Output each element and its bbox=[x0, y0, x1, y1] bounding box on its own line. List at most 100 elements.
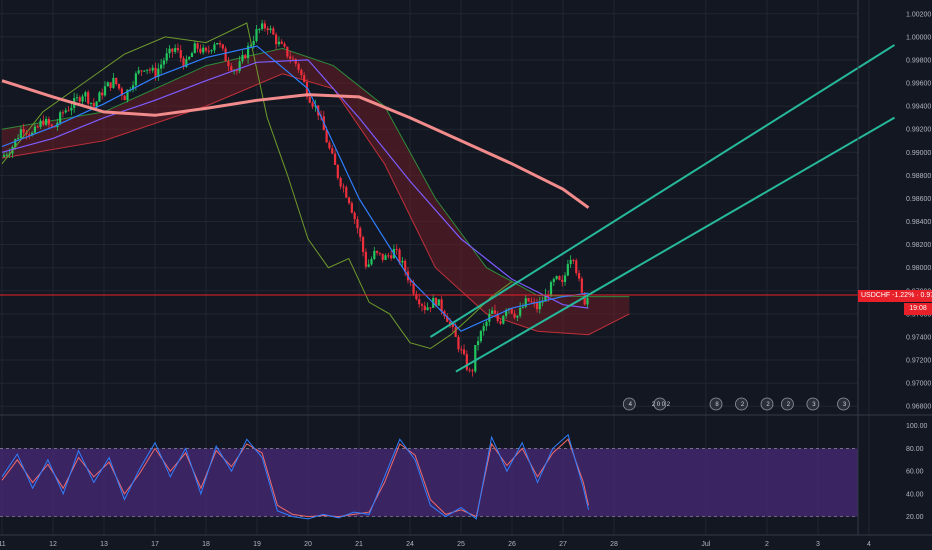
price-tick-label: 0.99600 bbox=[906, 81, 931, 88]
candle-body bbox=[291, 58, 295, 60]
candle-body bbox=[106, 82, 109, 87]
candle-body bbox=[145, 69, 149, 71]
candle-body bbox=[583, 292, 586, 305]
candle-body bbox=[84, 92, 87, 97]
candle-body bbox=[395, 248, 398, 250]
candle-body bbox=[221, 44, 224, 49]
time-axis[interactable]: 11 12 13 17 18 19 20 21 24 25 26 27 28 Jul 2 3 4 bbox=[0, 534, 932, 548]
candle-body bbox=[2, 154, 6, 157]
candle-body bbox=[476, 341, 480, 345]
candle-body bbox=[412, 282, 415, 294]
candle-body bbox=[246, 45, 250, 59]
candle-body bbox=[50, 124, 53, 127]
price-tick-label: 0.98200 bbox=[906, 242, 931, 249]
candle-body bbox=[277, 41, 281, 45]
candle-body bbox=[333, 153, 337, 165]
candle-body bbox=[361, 237, 365, 252]
candle-body bbox=[505, 309, 508, 316]
candle-body bbox=[78, 97, 81, 102]
candle-body bbox=[373, 250, 376, 259]
candle-body bbox=[241, 54, 244, 62]
candle-body bbox=[249, 45, 252, 47]
candle-body bbox=[266, 28, 269, 31]
candle-body bbox=[415, 293, 418, 300]
candle-body bbox=[117, 84, 121, 89]
event-marker: 2 bbox=[781, 397, 794, 411]
sma-mid-line bbox=[1, 59, 589, 309]
flag-icon bbox=[806, 397, 820, 411]
candle-body bbox=[345, 187, 348, 198]
time-tick-label: 21 bbox=[355, 541, 363, 548]
lagging-span-line bbox=[1, 22, 513, 350]
price-tick-label: 1.00200 bbox=[906, 11, 931, 18]
time-tick-label: 28 bbox=[610, 541, 618, 548]
stoch-tick-label: 80.00 bbox=[906, 446, 924, 453]
event-marker-label: 3 bbox=[843, 402, 847, 408]
candle-body bbox=[454, 326, 457, 337]
event-marker-label: 8 bbox=[715, 402, 719, 408]
candle-body bbox=[218, 43, 222, 45]
candle-body bbox=[244, 54, 247, 59]
stoch-tick-label: 60.00 bbox=[906, 469, 924, 476]
candle-body bbox=[535, 302, 539, 310]
flag-icon bbox=[781, 397, 794, 411]
candle-body bbox=[426, 307, 429, 311]
candle-body bbox=[460, 349, 463, 351]
candle-body bbox=[95, 101, 98, 107]
candle-body bbox=[555, 276, 558, 280]
price-tick-label: 0.97200 bbox=[906, 358, 931, 365]
candle-body bbox=[103, 86, 107, 96]
candle-body bbox=[45, 118, 48, 125]
sma-fast-line bbox=[1, 45, 589, 332]
candle-body bbox=[16, 137, 20, 139]
candle-body bbox=[378, 252, 382, 254]
candle-body bbox=[227, 61, 230, 67]
candle-body bbox=[328, 142, 331, 149]
stoch-tick-label: 20.00 bbox=[906, 514, 924, 521]
bar-countdown-label: 19:08 bbox=[904, 303, 932, 315]
price-tick-label: 0.99200 bbox=[906, 127, 931, 134]
event-marker-label: 2 0 0 2 bbox=[652, 402, 671, 408]
candle-body bbox=[168, 48, 171, 54]
candle-body bbox=[19, 129, 22, 138]
candle-body bbox=[255, 29, 258, 42]
candle-body bbox=[5, 154, 8, 156]
candle-body bbox=[207, 50, 210, 52]
candle-body bbox=[199, 48, 202, 53]
candle-body bbox=[134, 73, 137, 86]
candle-body bbox=[493, 310, 497, 314]
event-markers[interactable]: 4 2 0 0 2 8 2 2 2 3 3 bbox=[622, 397, 850, 411]
indicator-lines bbox=[0, 22, 858, 350]
time-tick-label: Jul bbox=[701, 541, 710, 548]
candle-body bbox=[39, 120, 42, 127]
candle-body bbox=[303, 75, 306, 83]
candle-body bbox=[286, 46, 289, 57]
candle-body bbox=[404, 260, 407, 272]
price-tick-label: 1.00000 bbox=[906, 34, 931, 41]
candle-body bbox=[468, 369, 471, 371]
event-marker-label: 2 bbox=[787, 402, 791, 408]
candle-body bbox=[297, 63, 300, 70]
candle-body bbox=[182, 58, 185, 67]
candle-body bbox=[359, 228, 362, 238]
event-marker-label: 2 bbox=[741, 402, 745, 408]
candle-body bbox=[364, 251, 367, 267]
candle-body bbox=[519, 307, 522, 316]
event-marker-label: 4 bbox=[629, 402, 633, 408]
candle-body bbox=[339, 177, 342, 187]
candle-body bbox=[275, 34, 278, 45]
trend-channel[interactable] bbox=[429, 44, 896, 373]
candles bbox=[2, 19, 589, 377]
candle-body bbox=[59, 112, 62, 123]
candle-body bbox=[210, 50, 213, 52]
flag-icon bbox=[622, 397, 636, 411]
candle-body bbox=[157, 68, 160, 77]
candle-body bbox=[409, 280, 412, 283]
candle-body bbox=[516, 315, 519, 318]
candle-body bbox=[572, 259, 575, 261]
candle-body bbox=[22, 129, 25, 133]
candle-body bbox=[446, 316, 449, 322]
candle-body bbox=[496, 313, 499, 322]
candle-body bbox=[474, 344, 477, 372]
